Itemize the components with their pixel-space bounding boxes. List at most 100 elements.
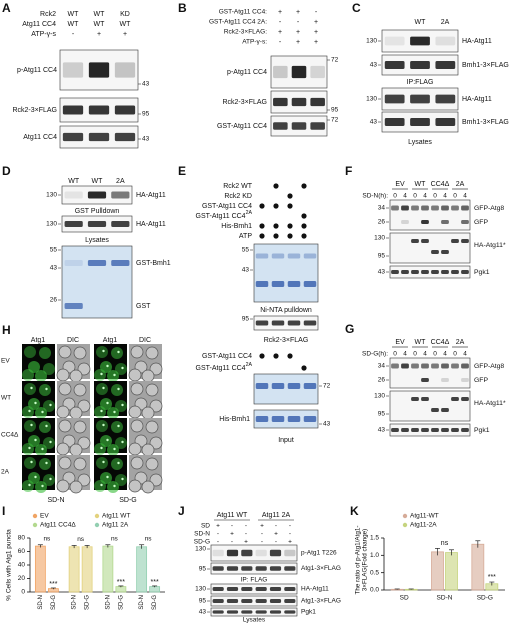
bar [102,545,114,593]
cell [115,400,127,412]
label: SD-N [194,531,210,538]
band [287,416,301,422]
band [451,428,459,432]
label: 4 [423,193,427,200]
dot [259,353,265,359]
band [310,65,325,79]
label-part: His-Bmh1 [221,223,252,230]
band [255,281,269,287]
cell [141,406,155,420]
label: p-Atg11 CC4 [17,67,57,74]
cell [130,419,144,433]
band [271,320,285,326]
band [411,428,419,432]
panel-letter: H [2,323,11,337]
legend-label: EV [40,513,49,520]
x-tick-label: SD-G [477,595,493,602]
label: GFP [474,377,488,384]
label: Ni-NTA pulldown [260,307,312,314]
punctum [28,446,31,450]
cell [141,480,155,494]
x-tick-label: SD-N [139,595,145,610]
band [273,65,288,79]
x-tick-label: SD-G [85,595,91,610]
cell [94,406,106,418]
mw-label: 95 [378,411,386,418]
cell [77,436,91,450]
dot [287,223,293,229]
y-axis-label: The ratio of p-Atg1/Atg1- [355,526,362,595]
label: + [314,39,318,46]
punctum [34,475,37,479]
punctum [113,447,116,451]
band [411,363,419,369]
band [241,587,253,591]
label: 0 [453,351,457,358]
band [421,205,429,211]
label: + [230,531,234,538]
band [269,599,282,603]
label: + [314,19,318,26]
legend-marker [402,522,408,528]
label: - [315,9,318,16]
band [241,566,253,571]
band [391,270,399,274]
punctum [106,401,109,405]
panel-letter: C [352,1,361,15]
punctum [41,484,44,488]
label: WT [92,178,104,185]
mw-label: 95 [378,253,386,260]
band [88,132,110,142]
band [64,303,83,309]
blot [253,409,319,429]
band [64,191,83,199]
cell [115,474,127,486]
label: 2A [456,339,465,346]
band [255,549,267,557]
label: ATP-γ-s [31,31,56,38]
cell [77,362,91,376]
band [255,320,269,326]
punctum [121,477,124,481]
band [212,566,224,571]
cell [58,456,72,470]
label: - [289,531,291,538]
y-tick-label: 0.5 [370,569,379,576]
label: Atg1-3×FLAG [301,565,341,572]
band [88,62,110,78]
label: p-Atg11 CC4 [227,69,267,76]
legend-label: Atg11-2A [410,522,437,529]
x-tick-label: SD-N [105,595,111,610]
band [451,239,459,243]
y-tick-label: 1.5 [370,535,379,542]
label: Pgk1 [301,609,316,616]
punctum [41,447,44,451]
cell [141,443,155,457]
label: Atg1-3×FLAG [301,598,341,605]
label-part: ATP [239,233,252,240]
label: 2A [441,19,450,26]
cell [69,443,83,457]
punctum [102,460,105,464]
punctum [30,460,33,464]
band [410,61,430,69]
label: WT [68,11,80,18]
label: Atg1 [31,337,46,344]
mw-label: 130 [374,235,385,242]
y-tick-label: 60 [18,548,26,555]
band [284,587,296,591]
label: - [279,19,282,26]
cell [107,407,119,419]
label: - [231,523,233,530]
band [391,428,399,432]
punctum [100,446,103,450]
punctum [117,461,120,465]
cell [22,369,34,381]
significance: ns [43,535,51,542]
dot [301,213,307,219]
band [284,566,296,571]
dot [287,193,293,199]
cell [130,382,144,396]
band [287,281,301,287]
mw-label: 43 [242,267,250,274]
